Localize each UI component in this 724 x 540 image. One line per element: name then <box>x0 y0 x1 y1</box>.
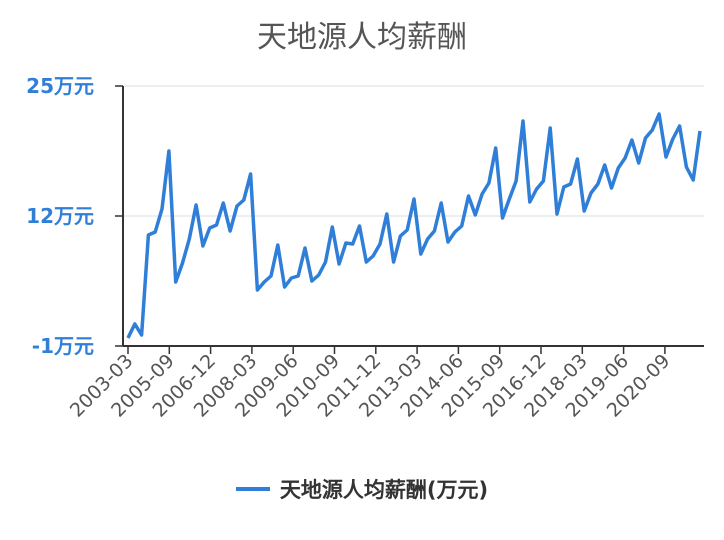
y-tick-label: 12万元 <box>26 204 94 228</box>
chart-title: 天地源人均薪酬 <box>257 20 467 55</box>
series-line[interactable] <box>126 112 702 339</box>
y-tick-label: -1万元 <box>32 334 94 358</box>
axes <box>122 86 704 347</box>
legend-swatch <box>235 487 270 491</box>
legend-label: 天地源人均薪酬(万元) <box>279 478 489 502</box>
y-axis-tick-labels: 25万元 12万元 -1万元 <box>26 74 94 358</box>
x-axis-tick-labels: 2003-032005-092006-122008-032009-062010-… <box>66 346 674 422</box>
series-lines <box>126 112 702 339</box>
y-tick-label: 25万元 <box>26 74 94 98</box>
legend[interactable]: 天地源人均薪酬(万元) <box>0 474 724 504</box>
